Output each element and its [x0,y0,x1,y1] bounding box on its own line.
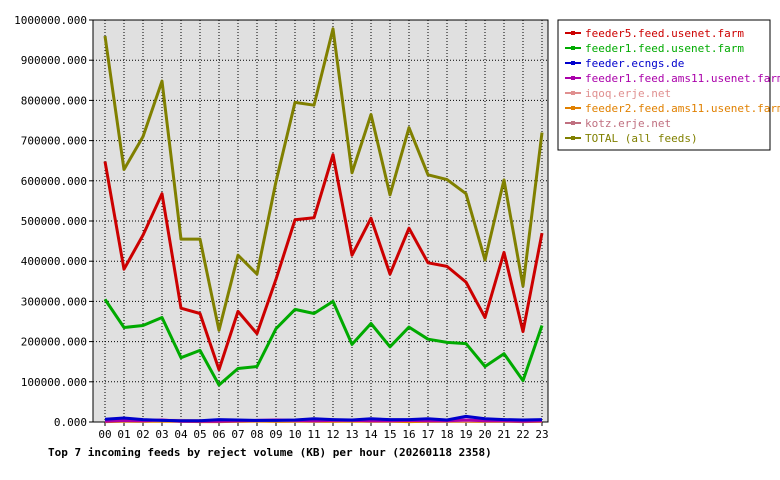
legend-label: TOTAL (all feeds) [585,132,698,145]
x-tick-label: 15 [383,428,396,441]
x-tick-label: 21 [497,428,510,441]
x-tick-label: 08 [250,428,263,441]
y-tick-label: 500000.000 [21,215,87,228]
x-tick-label: 12 [326,428,339,441]
x-tick-label: 16 [402,428,415,441]
legend-marker [571,76,575,80]
legend-label: iqoq.erje.net [585,87,671,100]
x-tick-label: 14 [364,428,378,441]
legend-marker [571,61,575,65]
grid [93,20,548,422]
x-tick-label: 04 [174,428,188,441]
y-tick-label: 0.000 [54,416,87,429]
legend-marker [571,106,575,110]
legend: feeder5.feed.usenet.farm feeder1.feed.use… [557,19,780,151]
x-tick-label: 18 [440,428,453,441]
y-tick-label: 300000.000 [21,295,87,308]
x-tick-label: 23 [535,428,548,441]
x-tick-label: 00 [98,428,111,441]
x-tick-label: 11 [307,428,320,441]
x-tick-label: 22 [516,428,529,441]
x-tick-label: 05 [193,428,206,441]
legend-box [557,19,771,151]
legend-marker [571,121,575,125]
y-tick-label: 800000.000 [21,94,87,107]
legend-label: kotz.erje.net [585,117,671,130]
y-tick-label: 900000.000 [21,54,87,67]
legend-label: feeder.ecngs.de [585,57,684,70]
legend-marker [571,31,575,35]
series-line-7 [103,27,544,332]
series-line-0 [103,153,544,372]
y-tick-label: 100000.000 [21,376,87,389]
legend-marker [571,91,575,95]
legend-marker [571,46,575,50]
legend-marker [571,136,575,140]
legend-label: feeder2.feed.ams11.usenet.farm [585,102,780,115]
x-tick-label: 06 [212,428,225,441]
x-tick-label: 09 [269,428,282,441]
x-tick-label: 03 [155,428,168,441]
chart-title: Top 7 incoming feeds by reject volume (K… [48,446,492,459]
x-tick-label: 01 [117,428,130,441]
series-line-2 [104,414,543,423]
x-tick-label: 10 [288,428,301,441]
y-tick-label: 700000.000 [21,135,87,148]
x-tick-label: 19 [459,428,472,441]
x-tick-label: 13 [345,428,358,441]
series-line-1 [103,298,544,387]
series-lines [103,27,544,424]
x-tick-label: 20 [478,428,491,441]
axes: 0.000 100000.000 200000.000 300000.000 40000… [14,14,548,441]
y-tick-label: 600000.000 [21,175,87,188]
y-tick-label: 200000.000 [21,336,87,349]
legend-label: feeder5.feed.usenet.farm [585,27,744,40]
y-tick-label: 1000000.000 [14,14,87,27]
x-tick-label: 07 [231,428,244,441]
y-tick-label: 400000.000 [21,255,87,268]
legend-label: feeder1.feed.usenet.farm [585,42,744,55]
legend-label: feeder1.feed.ams11.usenet.farm [585,72,780,85]
x-tick-label: 17 [421,428,434,441]
x-tick-label: 02 [136,428,149,441]
